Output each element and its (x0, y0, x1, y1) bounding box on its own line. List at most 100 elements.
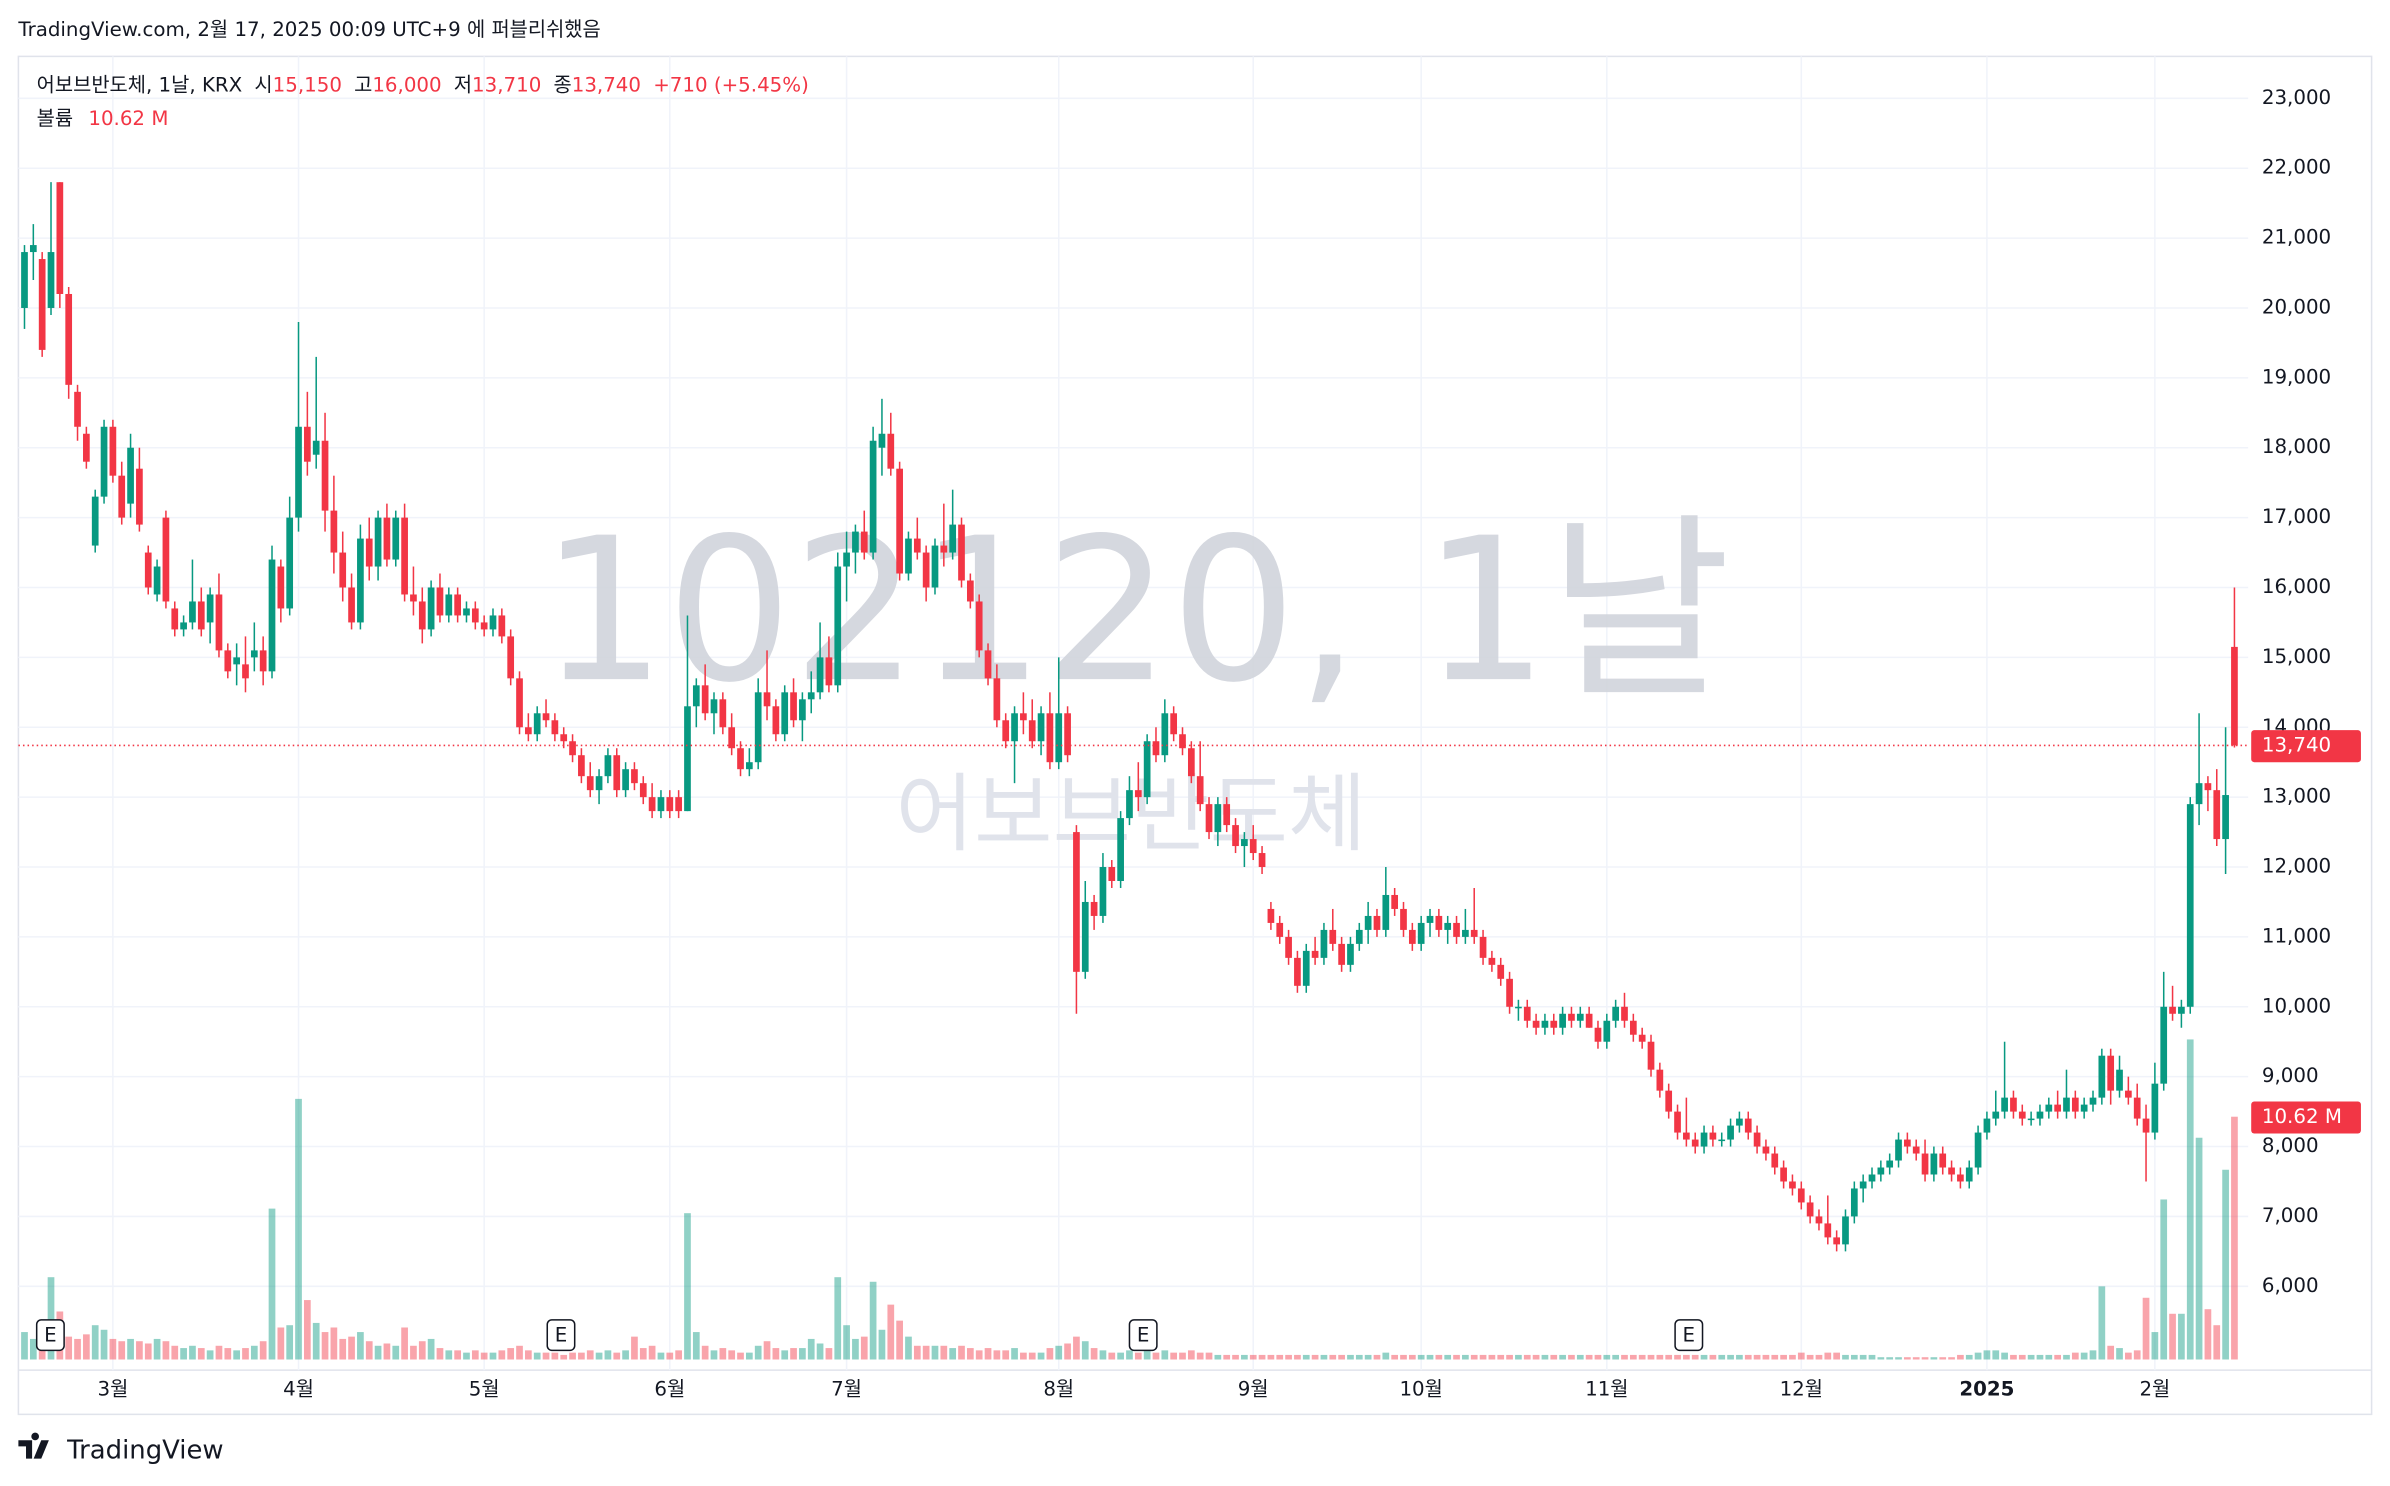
volume-bar (816, 1343, 824, 1360)
volume-bar (1789, 1354, 1796, 1360)
time-tick-label: 2월 (2139, 1377, 2170, 1400)
candle-body (940, 545, 948, 553)
candle-body (1806, 1202, 1814, 1217)
volume-bar (127, 1338, 134, 1360)
earnings-badge[interactable] (1128, 1319, 1158, 1352)
volume-layer (21, 1039, 2238, 1360)
volume-bar (1647, 1354, 1655, 1360)
volume-bar (215, 1345, 223, 1360)
volume-bar (1957, 1354, 1964, 1360)
candle-body (1179, 734, 1186, 749)
candle-body (1541, 1020, 1549, 1028)
volume-bar (1479, 1354, 1487, 1360)
candle-body (2089, 1097, 2097, 1105)
volume-bar (2169, 1313, 2176, 1360)
volume-bar (339, 1338, 347, 1360)
volume-bar (2178, 1313, 2185, 1360)
volume-bar (516, 1345, 523, 1360)
volume-bar (1585, 1354, 1593, 1360)
candle-body (392, 517, 400, 560)
volume-bar (2204, 1309, 2212, 1360)
volume-bar (392, 1345, 400, 1360)
volume-bar (905, 1336, 912, 1360)
candle-body (1842, 1216, 1849, 1245)
candle-body (109, 426, 117, 476)
volume-bar (1904, 1357, 1911, 1360)
volume-bar (2001, 1352, 2008, 1360)
candle-body (772, 706, 780, 735)
volume-bar (171, 1345, 179, 1360)
earnings-badge[interactable] (546, 1319, 576, 1352)
candle-body (2116, 1069, 2123, 1091)
volume-bar (2063, 1354, 2070, 1360)
candle-body (905, 538, 912, 574)
candle-body (913, 538, 921, 553)
legend-open-label: 시 (254, 73, 272, 96)
volume-bar (1046, 1348, 1054, 1360)
volume-bar (1161, 1350, 1169, 1360)
volume-bar (189, 1345, 196, 1360)
candle-body (2054, 1104, 2061, 1112)
volume-bar (1541, 1354, 1549, 1360)
candle-body (321, 440, 329, 511)
candle-body (1850, 1188, 1858, 1217)
volume-bar (542, 1352, 550, 1360)
time-tick-label: 9월 (1238, 1377, 1269, 1400)
volume-bar (790, 1348, 797, 1360)
candle-body (1868, 1174, 1876, 1182)
volume-bar (666, 1352, 674, 1360)
volume-bar (639, 1348, 647, 1360)
time-tick-label: 10월 (1399, 1377, 1442, 1400)
volume-bar (65, 1336, 73, 1360)
candle-body (1311, 950, 1319, 958)
volume-bar (321, 1332, 329, 1360)
volume-bar (1629, 1354, 1637, 1360)
volume-bar (1753, 1354, 1761, 1360)
candle-body (436, 587, 444, 616)
price-tick-label: 20,000 (2262, 295, 2331, 318)
candle-body (852, 531, 859, 553)
candle-body (2222, 795, 2229, 840)
volume-bar (1037, 1352, 1045, 1360)
earnings-badge[interactable] (35, 1319, 65, 1352)
legend-low: 13,710 (472, 73, 541, 96)
volume-bar (2160, 1199, 2168, 1360)
volume-bar (1515, 1354, 1522, 1360)
candle-body (1736, 1118, 1743, 1126)
legend-open: 15,150 (273, 73, 342, 96)
candle-body (586, 776, 594, 791)
volume-bar (2213, 1325, 2221, 1360)
candle-body (1647, 1041, 1655, 1070)
volume-bar (1691, 1354, 1699, 1360)
volume-bar (268, 1208, 276, 1360)
volume-bar (1612, 1354, 1620, 1360)
volume-bar (852, 1338, 859, 1360)
candle-body (1099, 867, 1107, 916)
candle-body (463, 608, 470, 616)
legend-volume-label: 볼륨 (37, 106, 73, 129)
candle-body (1417, 922, 1425, 944)
legend-ohlc: 어보브반도체, 1날, KRX 시15,150 고16,000 저13,710 종13,… (37, 73, 809, 96)
candle-body (2036, 1111, 2044, 1119)
volume-bar (1771, 1354, 1779, 1360)
earnings-badge[interactable] (1674, 1319, 1704, 1352)
legend-volume: 볼륨 10.62 M (37, 106, 169, 129)
candle-body (1400, 908, 1407, 930)
volume-bar (1382, 1352, 1390, 1360)
candle-body (91, 496, 99, 546)
candle-body (1081, 901, 1089, 972)
volume-bar (595, 1352, 603, 1360)
watermark-symbol: 102120, 1날 (540, 495, 1731, 726)
candle-body (277, 566, 285, 609)
volume-bar (860, 1336, 868, 1360)
candle-body (684, 706, 691, 812)
candle-body (825, 657, 833, 686)
volume-bar (1408, 1354, 1416, 1360)
candle-body (516, 678, 523, 728)
volume-bar (374, 1345, 382, 1360)
volume-bar (1780, 1354, 1787, 1360)
candle-body (604, 755, 612, 777)
volume-bar (1329, 1354, 1337, 1360)
